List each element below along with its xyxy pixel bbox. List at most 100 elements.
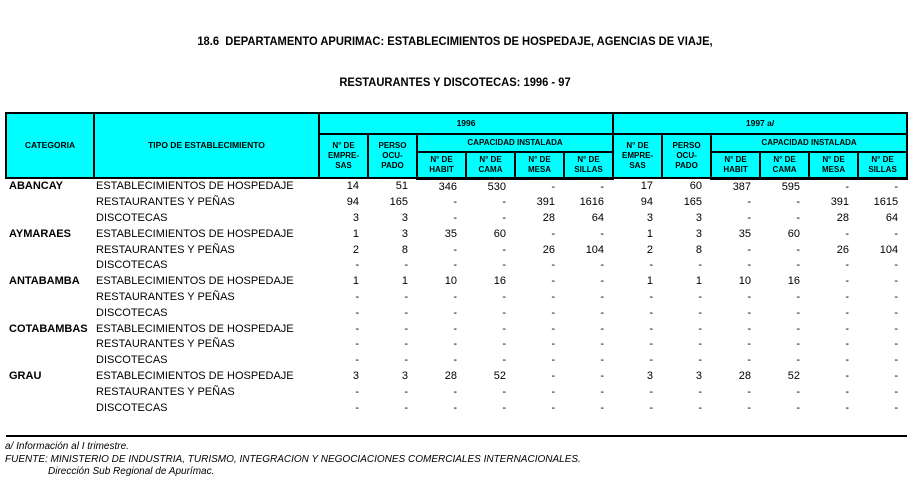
- row-value: -: [747, 212, 752, 225]
- col-header-habit-1996: N° DE HABIT: [416, 150, 467, 180]
- table-row: DISCOTECAS - - - - - - - - - - - -: [6, 258, 907, 274]
- row-value: -: [894, 354, 899, 367]
- row-value: -: [600, 227, 605, 240]
- row-value: -: [355, 401, 359, 414]
- row-value: -: [796, 196, 801, 209]
- row-value: -: [404, 291, 408, 304]
- row-value: -: [845, 291, 850, 304]
- row-tipo: DISCOTECAS: [96, 259, 168, 272]
- capacidad-header-1996: CAPACIDAD INSTALADA: [415, 132, 615, 153]
- row-value: -: [845, 322, 850, 335]
- row-value: -: [894, 306, 899, 319]
- row-value: 595: [781, 180, 801, 193]
- row-value: -: [600, 259, 605, 272]
- row-value: -: [894, 259, 899, 272]
- row-category: [6, 243, 94, 259]
- footnote-a: a/ Información al I trimestre.: [5, 441, 129, 453]
- row-value: -: [453, 385, 457, 398]
- row-value: -: [796, 354, 801, 367]
- row-value: -: [551, 354, 555, 367]
- row-value: -: [894, 275, 899, 288]
- row-value: -: [453, 401, 457, 414]
- row-tipo: RESTAURANTES Y PEÑAS: [96, 385, 235, 398]
- row-value: -: [845, 180, 850, 193]
- row-value: -: [747, 291, 752, 304]
- col-header-mesa-1997: N° DE MESA: [808, 150, 860, 180]
- row-value: -: [355, 338, 359, 351]
- row-value: 2: [352, 243, 359, 256]
- capacidad-header-1997: CAPACIDAD INSTALADA: [710, 132, 909, 153]
- col-header-ocupado-1997: PERSO OCU- PADO: [661, 132, 713, 179]
- row-value: -: [600, 354, 605, 367]
- row-value: -: [502, 291, 506, 304]
- row-value: 165: [683, 196, 703, 209]
- row-value: -: [845, 227, 850, 240]
- table-row: DISCOTECAS - - - - - - - - - - - -: [6, 401, 907, 417]
- row-value: -: [404, 354, 408, 367]
- row-value: -: [894, 370, 899, 383]
- row-value: -: [600, 275, 605, 288]
- row-value: 64: [591, 212, 605, 225]
- row-value: -: [747, 322, 752, 335]
- footnote-source-2: Dirección Sub Regional de Apurímac.: [48, 466, 215, 478]
- row-value: -: [649, 259, 654, 272]
- row-value: -: [845, 401, 850, 414]
- row-value: 51: [395, 180, 408, 193]
- row-category: [6, 353, 94, 369]
- row-value: -: [502, 259, 506, 272]
- row-value: -: [649, 354, 654, 367]
- row-tipo: ESTABLECIMIENTOS DE HOSPEDAJE: [96, 180, 294, 193]
- row-value: -: [502, 385, 506, 398]
- row-value: -: [355, 291, 359, 304]
- row-value: -: [600, 338, 605, 351]
- row-value: -: [796, 291, 801, 304]
- row-value: 1: [352, 275, 359, 288]
- row-value: -: [453, 306, 457, 319]
- row-value: -: [845, 385, 850, 398]
- row-value: 2: [646, 243, 654, 256]
- row-category: ABANCAY: [9, 180, 63, 193]
- row-value: -: [551, 180, 555, 193]
- row-value: 16: [787, 275, 801, 288]
- col-header-sillas-1996: N° DE SILLAS: [562, 150, 615, 180]
- row-value: -: [698, 401, 703, 414]
- row-value: -: [502, 401, 506, 414]
- row-value: -: [355, 354, 359, 367]
- row-tipo: DISCOTECAS: [96, 354, 168, 367]
- col-header-habit-1997: N° DE HABIT: [710, 150, 762, 180]
- row-value: 28: [738, 370, 752, 383]
- row-value: 387: [732, 180, 752, 193]
- row-category: [6, 211, 94, 227]
- row-value: 3: [352, 370, 359, 383]
- row-value: -: [796, 243, 801, 256]
- row-value: 3: [695, 227, 703, 240]
- row-tipo: RESTAURANTES Y PEÑAS: [96, 243, 235, 256]
- row-value: 10: [738, 275, 752, 288]
- row-value: -: [453, 259, 457, 272]
- row-category: [6, 195, 94, 211]
- footnote-source: FUENTE: MINISTERIO DE INDUSTRIA, TURISMO…: [5, 453, 581, 465]
- row-value: -: [698, 259, 703, 272]
- row-tipo: ESTABLECIMIENTOS DE HOSPEDAJE: [96, 275, 294, 288]
- table-body: ABANCAY ESTABLECIMIENTOS DE HOSPEDAJE 14…: [6, 178, 907, 436]
- row-value: 1: [646, 227, 654, 240]
- page-title: 18.6 DEPARTAMENTO APURIMAC: ESTABLECIMIE…: [32, 0, 878, 103]
- table-header: CATEGORIA TIPO DE ESTABLECIMIENTO 1996 1…: [5, 111, 909, 180]
- row-value: -: [502, 243, 506, 256]
- row-value: 16: [493, 275, 506, 288]
- row-value: -: [551, 227, 555, 240]
- row-value: -: [747, 385, 752, 398]
- row-value: -: [551, 385, 555, 398]
- row-value: 28: [542, 212, 555, 225]
- row-value: -: [551, 275, 555, 288]
- spacer-row: [6, 416, 907, 436]
- row-value: -: [649, 322, 654, 335]
- row-value: -: [551, 259, 555, 272]
- row-value: -: [600, 385, 605, 398]
- row-value: 1: [695, 275, 703, 288]
- row-value: -: [747, 259, 752, 272]
- row-value: -: [600, 401, 605, 414]
- row-category: [6, 290, 94, 306]
- row-value: 3: [401, 370, 408, 383]
- row-value: -: [894, 401, 899, 414]
